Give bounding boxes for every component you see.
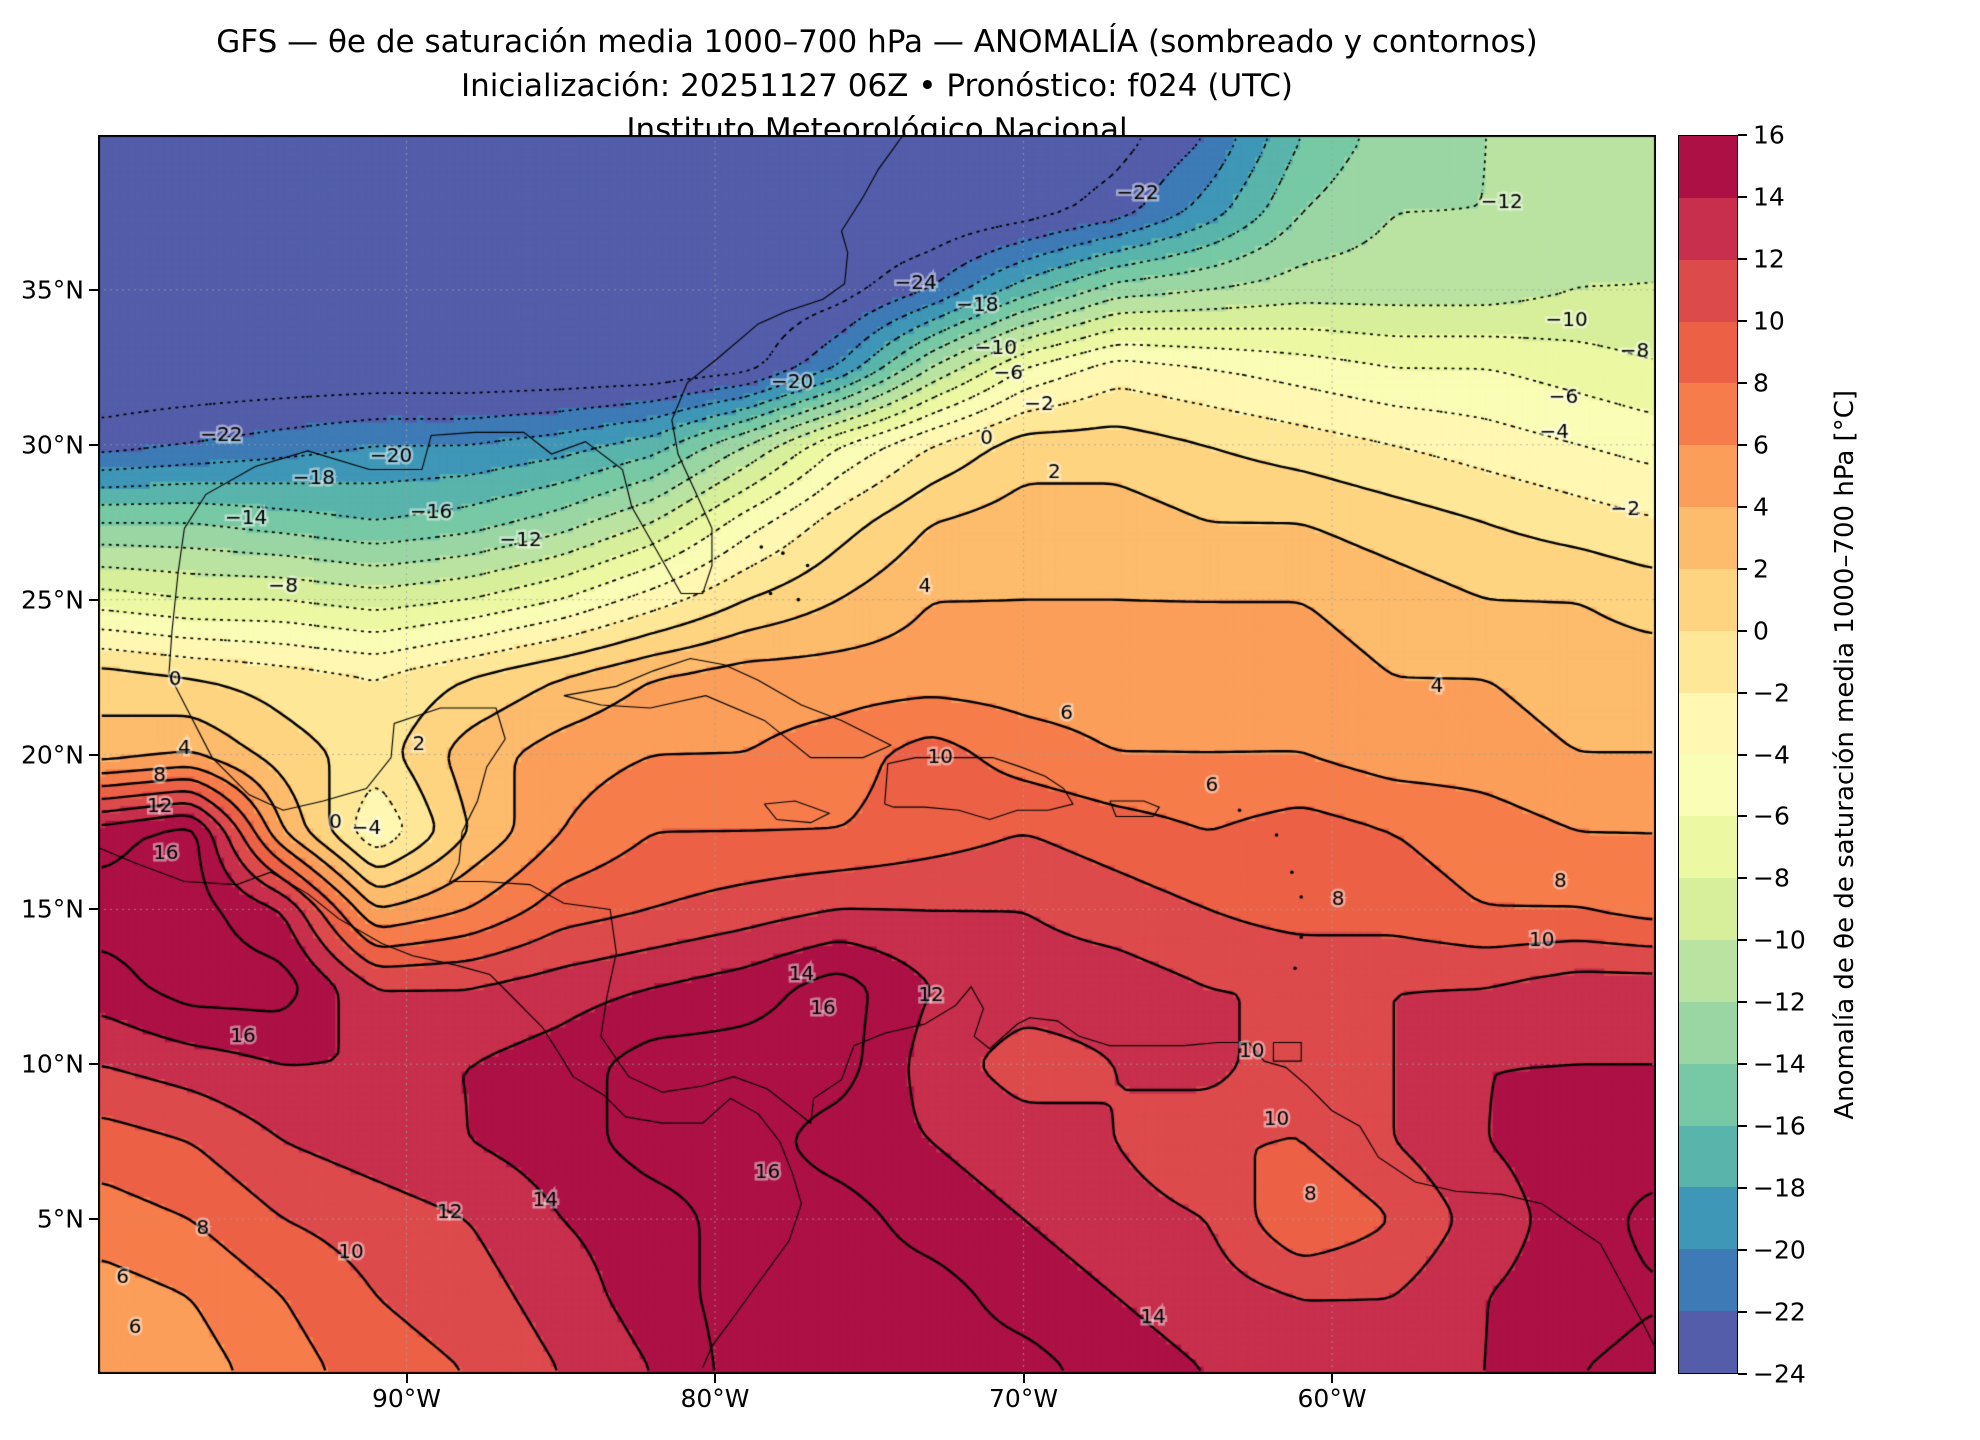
y-tick-mark [89, 1063, 98, 1066]
colorbar-cell [1679, 1063, 1737, 1126]
x-tick-mark [1331, 1374, 1334, 1383]
colorbar-cell [1679, 383, 1737, 446]
colorbar-tick-label: −16 [1753, 1111, 1806, 1141]
colorbar-cell [1679, 197, 1737, 260]
colorbar-axis-label: Anomalía de θe de saturación media 1000–… [1830, 389, 1860, 1120]
colorbar-tick-label: −2 [1753, 678, 1790, 708]
colorbar-tick-label: 14 [1753, 182, 1785, 212]
y-tick-label: 15°N [20, 894, 84, 924]
colorbar-cell [1679, 321, 1737, 384]
colorbar-tick-mark [1738, 1001, 1747, 1004]
colorbar-cell [1679, 445, 1737, 508]
colorbar-tick-mark [1738, 1125, 1747, 1128]
y-tick-label: 35°N [20, 275, 84, 305]
colorbar-tick-mark [1738, 505, 1747, 508]
x-tick-label: 70°W [989, 1384, 1059, 1413]
colorbar-tick-label: 2 [1753, 554, 1769, 584]
colorbar-tick-label: −20 [1753, 1235, 1806, 1265]
colorbar-cell [1679, 816, 1737, 879]
colorbar-tick-label: 16 [1753, 120, 1785, 150]
colorbar-tick-mark [1738, 319, 1747, 322]
colorbar-tick-mark [1738, 443, 1747, 446]
colorbar-tick-label: −22 [1753, 1297, 1806, 1327]
colorbar-cell [1679, 1249, 1737, 1312]
y-tick-mark [89, 753, 98, 756]
y-tick-mark [89, 443, 98, 446]
colorbar-cell [1679, 507, 1737, 569]
colorbar-cell [1679, 1311, 1737, 1373]
colorbar-tick-mark [1738, 939, 1747, 942]
colorbar-cell [1679, 1125, 1737, 1188]
colorbar-tick-label: 6 [1753, 430, 1769, 460]
y-tick-label: 20°N [20, 740, 84, 769]
colorbar-tick-label: −10 [1753, 925, 1806, 955]
colorbar-cell [1679, 939, 1737, 1002]
colorbar-tick-mark [1738, 691, 1747, 694]
colorbar-tick-mark [1738, 381, 1747, 384]
colorbar-cell [1679, 1001, 1737, 1064]
y-tick-mark [89, 1218, 98, 1221]
colorbar-tick-label: −24 [1753, 1359, 1806, 1389]
colorbar-tick-label: −4 [1753, 740, 1790, 769]
colorbar-tick-label: −14 [1753, 1049, 1806, 1079]
figure-subtitle-init-forecast: Inicialización: 20251127 06Z • Pronóstic… [460, 68, 1294, 104]
colorbar-tick-mark [1738, 134, 1747, 136]
colorbar-tick-label: −18 [1753, 1173, 1806, 1203]
colorbar-tick-label: 12 [1753, 244, 1785, 274]
y-tick-mark [89, 908, 98, 911]
x-tick-label: 80°W [680, 1384, 750, 1413]
y-tick-mark [89, 288, 98, 291]
colorbar-cell [1679, 568, 1737, 631]
anomaly-map-canvas [98, 135, 1656, 1374]
colorbar-cell [1679, 630, 1737, 693]
y-tick-label: 5°N [36, 1204, 84, 1234]
colorbar-cell [1679, 259, 1737, 322]
colorbar [1678, 135, 1738, 1374]
colorbar-tick-mark [1738, 815, 1747, 818]
x-tick-label: 90°W [371, 1384, 442, 1413]
figure-title: GFS — θe de saturación media 1000–700 hP… [216, 24, 1538, 60]
y-tick-label: 10°N [20, 1049, 84, 1079]
colorbar-tick-mark [1738, 567, 1747, 570]
x-tick-mark [405, 1374, 408, 1383]
y-tick-mark [89, 598, 98, 601]
colorbar-tick-mark [1738, 257, 1747, 260]
colorbar-tick-mark [1738, 629, 1747, 632]
y-tick-label: 30°N [20, 430, 84, 460]
colorbar-tick-label: −8 [1753, 863, 1790, 893]
colorbar-cell [1679, 136, 1737, 198]
x-tick-label: 60°W [1297, 1384, 1367, 1413]
colorbar-cell [1679, 692, 1737, 755]
colorbar-tick-mark [1738, 1063, 1747, 1066]
colorbar-tick-mark [1738, 1373, 1747, 1375]
x-tick-mark [714, 1374, 717, 1383]
colorbar-tick-mark [1738, 1187, 1747, 1190]
colorbar-cell [1679, 1187, 1737, 1250]
colorbar-tick-mark [1738, 753, 1747, 756]
colorbar-tick-mark [1738, 877, 1747, 880]
colorbar-tick-label: 4 [1753, 492, 1769, 522]
colorbar-cell [1679, 754, 1737, 817]
colorbar-tick-label: −6 [1753, 801, 1790, 831]
colorbar-tick-label: 10 [1753, 306, 1785, 336]
map-plot-area [98, 135, 1656, 1374]
colorbar-tick-mark [1738, 1249, 1747, 1252]
x-tick-mark [1022, 1374, 1025, 1383]
figure-title-block: GFS — θe de saturación media 1000–700 hP… [98, 20, 1656, 152]
colorbar-tick-mark [1738, 195, 1747, 198]
colorbar-tick-mark [1738, 1311, 1747, 1314]
y-tick-label: 25°N [20, 585, 84, 615]
colorbar-tick-label: −12 [1753, 987, 1806, 1017]
colorbar-tick-label: 0 [1753, 616, 1769, 646]
colorbar-tick-label: 8 [1753, 368, 1769, 398]
colorbar-cell [1679, 878, 1737, 940]
